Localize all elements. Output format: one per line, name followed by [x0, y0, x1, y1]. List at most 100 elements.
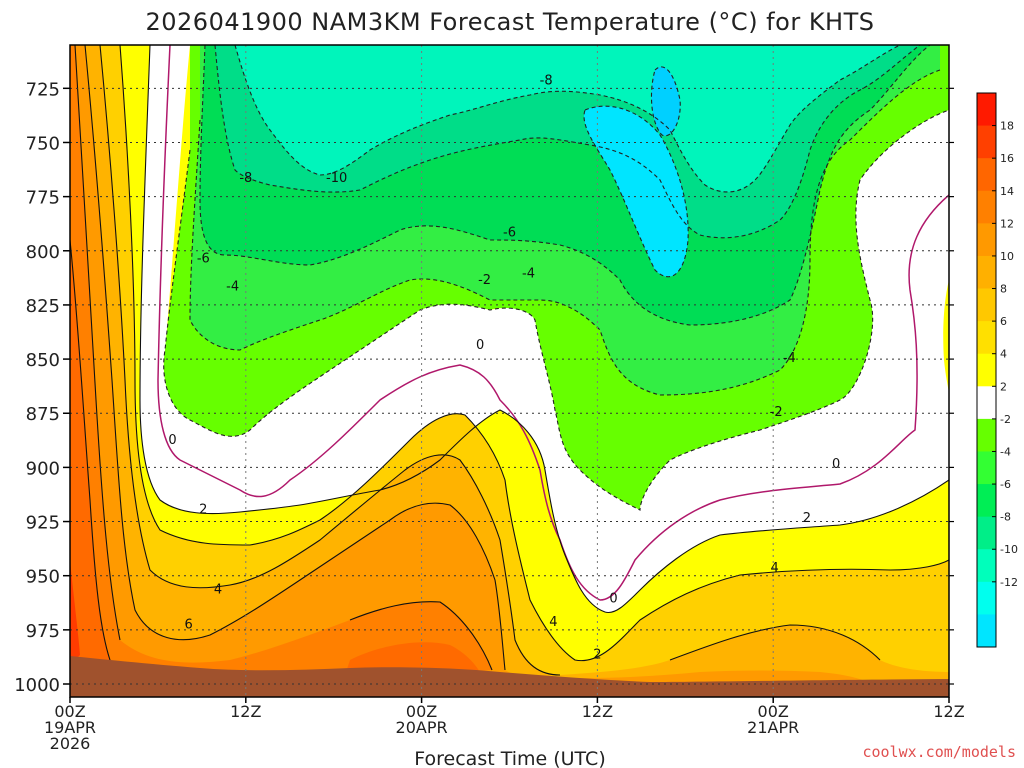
contour-label: -2 [478, 273, 491, 288]
colorbar-tick-label: 2 [1000, 380, 1007, 393]
credit-text: coolwx.com/models [862, 743, 1016, 761]
field-region-p8 [70, 45, 880, 697]
x-tick-label: 12Z [582, 702, 613, 721]
y-tick-label: 900 [26, 458, 60, 479]
contour-label: -6 [197, 251, 210, 266]
colorbar-tick-label: 16 [1000, 152, 1014, 165]
colorbar-swatch [977, 516, 996, 550]
contour-p6 [99, 45, 881, 676]
colorbar-swatch [977, 386, 996, 420]
contour-label: -4 [522, 266, 535, 281]
x-axis-label: Forecast Time (UTC) [414, 748, 605, 768]
chart-title: 2026041900 NAM3KM Forecast Temperature (… [145, 8, 874, 36]
y-tick-label: 925 [26, 513, 60, 534]
colorbar-tick-label: -12 [1000, 576, 1018, 589]
y-tick-label: 875 [26, 404, 60, 425]
plot-area [70, 45, 949, 697]
colorbar-swatch [977, 190, 996, 224]
contour-label: 0 [609, 591, 617, 606]
y-tick-label: 750 [26, 133, 60, 154]
field-region-m10 [235, 45, 900, 192]
field-region-p6 [70, 45, 949, 697]
field-region-white [140, 45, 949, 613]
field-region-m12b [651, 66, 681, 136]
field-region-p12 [70, 240, 110, 680]
y-tick-label: 975 [26, 621, 60, 642]
x-tick-label: 12Z [230, 702, 261, 721]
contour-label: 4 [214, 583, 222, 598]
colorbar-tick-label: 10 [1000, 250, 1014, 263]
contour-label: 2 [593, 648, 601, 663]
colorbar-tick-label: 8 [1000, 283, 1007, 296]
contour-m10 [234, 45, 901, 193]
field-region-m12 [584, 106, 689, 277]
colorbar-swatch [977, 321, 996, 355]
field-region-p10 [70, 45, 492, 697]
x-tick-label: 00Z [758, 702, 789, 721]
contour-p12 [70, 239, 111, 661]
contour-p4 [119, 45, 949, 662]
x-tick-label: 19APR [44, 718, 96, 737]
y-axis: 725 750 775 800 825 850 875 900 925 950 975 1000 [14, 79, 954, 696]
contour-label: -2 [770, 405, 783, 420]
x-tick-label: 00Z [54, 702, 85, 721]
x-tick-label: 20APR [396, 718, 448, 737]
y-tick-label: 800 [26, 242, 60, 263]
y-tick-label: 725 [26, 79, 60, 100]
y-tick-label: 950 [26, 567, 60, 588]
colorbar-frame [976, 92, 997, 648]
colorbar-swatch [977, 255, 996, 290]
colorbar-swatch [977, 353, 996, 387]
colorbar-tick-label: 12 [1000, 217, 1014, 230]
contour-label: 0 [832, 457, 840, 472]
contour-label: -8 [239, 171, 252, 186]
colorbar-tick-label: 18 [1000, 120, 1014, 133]
colorbar-tick-label: -4 [1000, 445, 1011, 458]
contour-label: -10 [326, 171, 347, 186]
plot-frame [69, 44, 950, 698]
colorbar: 18 16 14 12 10 8 6 4 2 -2 -4 -6 -8 -10 -12 [976, 92, 1018, 648]
colorbar-tick-label: -10 [1000, 543, 1018, 556]
contour-label: -4 [783, 351, 796, 366]
contour-p10 [74, 45, 493, 671]
colorbar-tick-label: -6 [1000, 478, 1011, 491]
contour-label: 2 [803, 511, 811, 526]
gridlines [70, 45, 949, 697]
terrain [70, 656, 949, 697]
colorbar-swatch [977, 223, 996, 257]
x-tick-label: 21APR [747, 718, 799, 737]
colorbar-swatch [977, 581, 996, 615]
y-tick-label: 850 [26, 350, 60, 371]
contour-m2 [163, 109, 949, 511]
x-tick-label: 2026 [50, 734, 91, 753]
contour-m6 [199, 45, 931, 326]
field-region-right-pocket [943, 280, 949, 395]
colorbar-swatch [977, 125, 996, 159]
contour-label: -4 [226, 279, 239, 294]
x-tick-label: 00Z [406, 702, 437, 721]
colorbar-swatch [977, 158, 996, 192]
colorbar-swatch [977, 614, 996, 648]
x-tick-label: 12Z [933, 702, 964, 721]
colorbar-tick-label: -2 [1000, 413, 1011, 426]
colorbar-tick-label: 4 [1000, 348, 1007, 361]
contour-m4 [189, 69, 941, 396]
contour-label: 4 [549, 615, 557, 630]
contour-label: 0 [168, 433, 176, 448]
colorbar-swatch [977, 288, 996, 322]
contour-label: 4 [771, 561, 779, 576]
contour-m12 [583, 105, 689, 278]
contour-p2 [139, 45, 949, 614]
contour-labels: -10 -8 -8 -6 -6 -4 -4 -4 -2 -2 0 0 0 0 2 2 2 4 4 4 6 [168, 74, 840, 663]
contour-p8 [84, 45, 506, 671]
y-tick-label: 775 [26, 188, 60, 209]
colorbar-swatch [977, 93, 996, 127]
colorbar-swatch [977, 549, 996, 583]
y-tick-label: 1000 [14, 675, 60, 696]
colorbar-swatch [977, 418, 996, 452]
colorbar-tick-label: -8 [1000, 511, 1011, 524]
colorbar-swatch [977, 451, 996, 485]
contour-zero [157, 45, 949, 601]
contour-label: 0 [476, 338, 484, 353]
colorbar-swatch [977, 484, 996, 518]
